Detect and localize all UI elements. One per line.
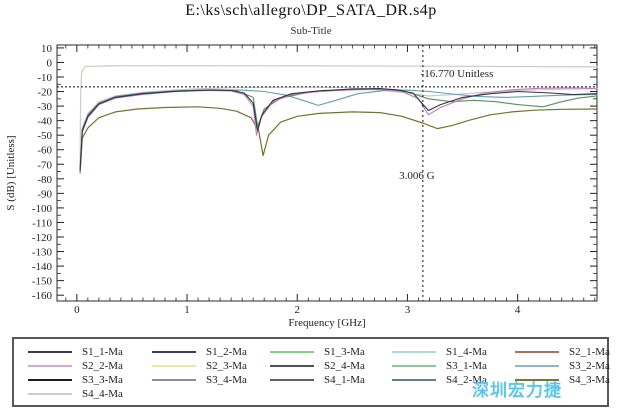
page-title: E:\ks\sch\allegro\DP_SATA_DR.s4p <box>185 2 437 19</box>
legend-label: S3_1-Ma <box>446 359 487 372</box>
legend-swatch <box>270 364 314 367</box>
axes: 0 1 2 3 4100-10-20-30-40-50-60-70-80-90-100-… <box>5 43 597 329</box>
svg-text:0: 0 <box>74 304 80 316</box>
svg-text:1: 1 <box>184 304 190 316</box>
svg-text:-120: -120 <box>32 232 53 244</box>
legend-item-S2-2-Ma[interactable]: S2_2-Ma <box>28 359 123 372</box>
legend-item-S2-4-Ma[interactable]: S2_4-Ma <box>270 359 365 372</box>
series-S4_3-Ma <box>79 106 598 174</box>
legend-item-S3-2-Ma[interactable]: S3_2-Ma <box>515 359 610 372</box>
legend-item-S1-3-Ma[interactable]: S1_3-Ma <box>270 345 365 358</box>
legend-item-S1-2-Ma[interactable]: S1_2-Ma <box>152 345 247 358</box>
legend-swatch <box>515 364 559 367</box>
series-S3_2-Ma <box>79 89 598 170</box>
svg-text:-130: -130 <box>32 247 53 259</box>
measurement-markers[interactable]: -16.770 Unitless 3.006 G <box>57 45 597 301</box>
svg-text:-140: -140 <box>32 261 53 273</box>
svg-text:-150: -150 <box>32 276 53 288</box>
svg-text:-50: -50 <box>37 130 52 142</box>
series-curves <box>79 65 598 174</box>
svg-text:-110: -110 <box>32 217 52 229</box>
series-S1_1-Ma <box>79 88 598 171</box>
legend-swatch <box>28 350 72 353</box>
svg-text:0: 0 <box>47 57 53 69</box>
svg-text:-90: -90 <box>37 188 52 200</box>
legend-swatch <box>515 350 559 353</box>
legend-label: S1_4-Ma <box>446 345 487 358</box>
svg-text:10: 10 <box>41 43 53 55</box>
legend-label: S2_3-Ma <box>206 359 247 372</box>
legend-label: S1_2-Ma <box>206 345 247 358</box>
svg-text:-80: -80 <box>37 174 52 186</box>
legend-swatch <box>152 350 196 353</box>
legend-label: S2_2-Ma <box>82 359 123 372</box>
legend-label: S3_2-Ma <box>569 359 610 372</box>
svg-text:-160: -160 <box>32 290 53 302</box>
legend-item-S4-1-Ma[interactable]: S4_1-Ma <box>270 373 365 386</box>
svg-text:-10: -10 <box>37 72 52 84</box>
legend-label: S2_1-Ma <box>569 345 610 358</box>
svg-text:2: 2 <box>294 304 300 316</box>
series-S3_1-Ma <box>79 88 598 171</box>
svg-text:-30: -30 <box>37 101 52 113</box>
legend-item-S2-1-Ma[interactable]: S2_1-Ma <box>515 345 610 358</box>
legend-label: S3_3-Ma <box>82 373 123 386</box>
legend-label: S4_2-Ma <box>446 373 487 386</box>
svg-text:-20: -20 <box>37 87 52 99</box>
legend-item-S3-1-Ma[interactable]: S3_1-Ma <box>392 359 487 372</box>
legend-item-S4-4-Ma[interactable]: S4_4-Ma <box>28 387 123 400</box>
legend-label: S4_3-Ma <box>569 373 610 386</box>
legend-swatch <box>270 350 314 353</box>
chart-subtitle: Sub-Title <box>290 25 332 37</box>
y-axis-label: S (dB) [Unitless] <box>5 135 17 210</box>
plot-frame <box>56 44 598 302</box>
series-S2_2-Ma <box>79 87 598 173</box>
legend-swatch <box>152 364 196 367</box>
series-S1_3-Ma <box>79 65 598 165</box>
legend-item-S3-3-Ma[interactable]: S3_3-Ma <box>28 373 123 386</box>
legend-item-S4-2-Ma[interactable]: S4_2-Ma <box>392 373 487 386</box>
horizontal-marker-label: -16.770 Unitless <box>421 68 494 80</box>
vertical-marker-label: 3.006 G <box>399 170 435 182</box>
legend-swatch <box>392 364 436 367</box>
legend-swatch <box>152 378 196 381</box>
legend-label: S4_4-Ma <box>82 387 123 400</box>
legend-swatch <box>28 364 72 367</box>
legend-item-S3-4-Ma[interactable]: S3_4-Ma <box>152 373 247 386</box>
legend-label: S4_1-Ma <box>324 373 365 386</box>
legend-label: S3_4-Ma <box>206 373 247 386</box>
legend-swatch <box>28 378 72 381</box>
legend-box: S1_1-Ma S1_2-Ma S1_3-Ma S1_4-Ma S2_1-Ma S2_2-… <box>12 337 610 407</box>
legend-swatch <box>392 350 436 353</box>
legend-item-S1-4-Ma[interactable]: S1_4-Ma <box>392 345 487 358</box>
legend-label: S1_1-Ma <box>82 345 123 358</box>
watermark-text: 深圳宏力捷 <box>472 381 562 400</box>
svg-text:-70: -70 <box>37 159 52 171</box>
legend-label: S2_4-Ma <box>324 359 365 372</box>
svg-text:3: 3 <box>405 304 411 316</box>
legend-swatch <box>392 378 436 381</box>
svg-text:4: 4 <box>515 304 521 316</box>
svg-text:-100: -100 <box>32 203 53 215</box>
svg-text:-40: -40 <box>37 116 52 128</box>
legend-item-S2-3-Ma[interactable]: S2_3-Ma <box>152 359 247 372</box>
svg-text:-60: -60 <box>37 145 52 157</box>
x-axis-label: Frequency [GHz] <box>288 317 365 329</box>
legend-label: S1_3-Ma <box>324 345 365 358</box>
legend-item-S4-3-Ma[interactable]: S4_3-Ma <box>515 373 610 386</box>
legend-swatch <box>515 378 559 381</box>
series-S4_4-Ma <box>79 86 598 168</box>
legend-swatch <box>28 392 72 395</box>
legend-swatch <box>270 378 314 381</box>
legend-item-S1-1-Ma[interactable]: S1_1-Ma <box>28 345 123 358</box>
